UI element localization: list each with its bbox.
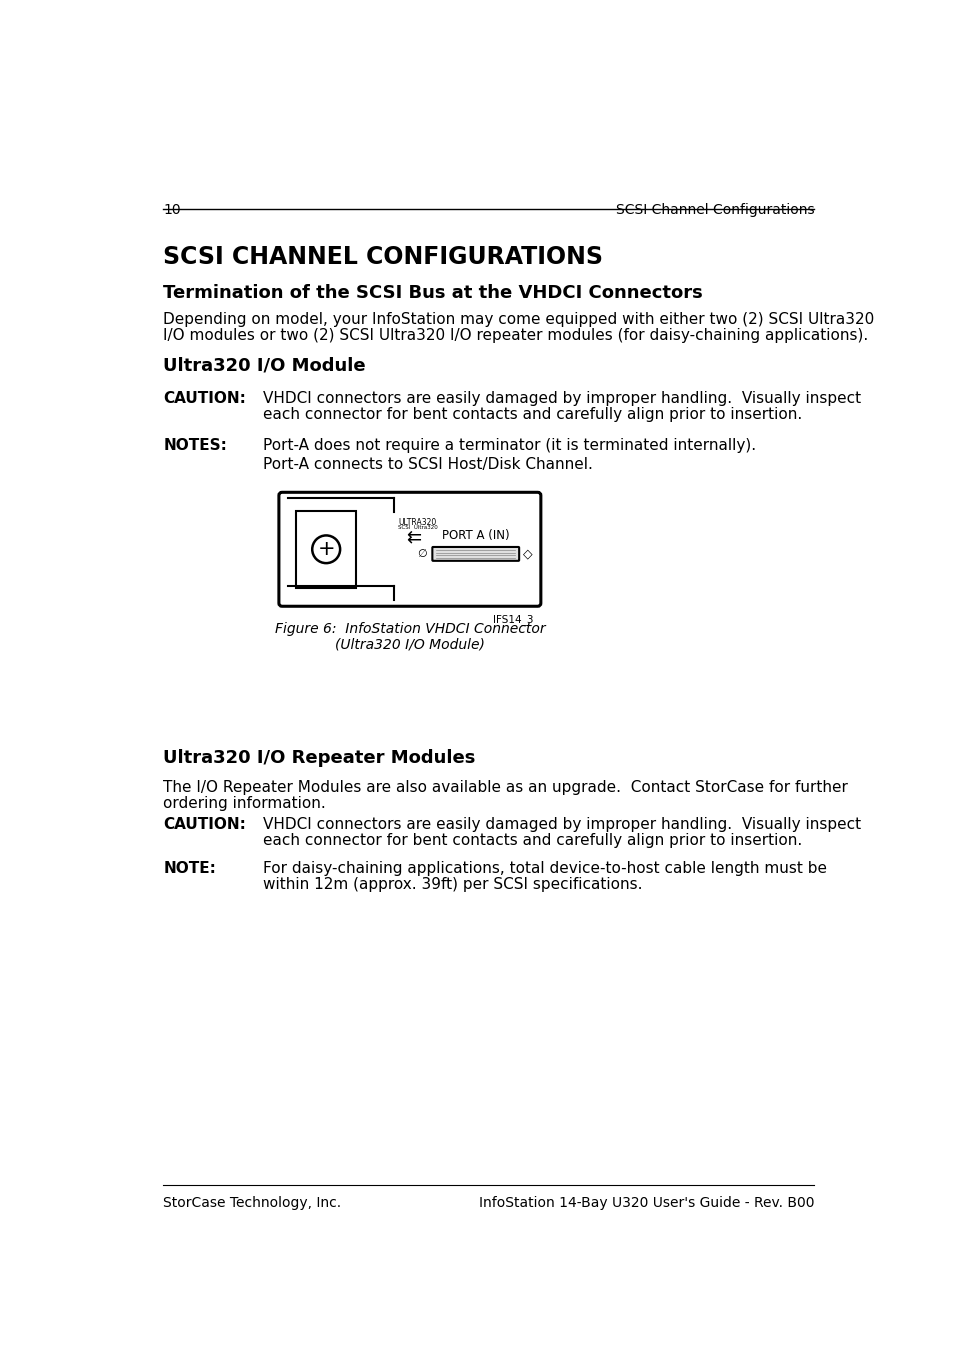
Text: ULTRA320: ULTRA320 (398, 519, 436, 527)
Text: ordering information.: ordering information. (163, 795, 326, 810)
FancyBboxPatch shape (278, 493, 540, 606)
Text: Ultra320 I/O Repeater Modules: Ultra320 I/O Repeater Modules (163, 749, 476, 768)
Text: NOTES:: NOTES: (163, 438, 227, 453)
Text: +: + (317, 539, 335, 560)
Text: SCSI  Ultra320: SCSI Ultra320 (397, 526, 437, 530)
Text: Port-A connects to SCSI Host/Disk Channel.: Port-A connects to SCSI Host/Disk Channe… (262, 457, 592, 472)
Text: ∅: ∅ (417, 549, 427, 559)
Text: StorCase Technology, Inc.: StorCase Technology, Inc. (163, 1197, 341, 1210)
Text: ⇇: ⇇ (406, 528, 421, 546)
Text: each connector for bent contacts and carefully align prior to insertion.: each connector for bent contacts and car… (262, 832, 801, 847)
Text: each connector for bent contacts and carefully align prior to insertion.: each connector for bent contacts and car… (262, 407, 801, 422)
Text: PORT A (IN): PORT A (IN) (441, 528, 509, 542)
Text: Termination of the SCSI Bus at the VHDCI Connectors: Termination of the SCSI Bus at the VHDCI… (163, 283, 702, 301)
Text: InfoStation 14-Bay U320 User's Guide - Rev. B00: InfoStation 14-Bay U320 User's Guide - R… (478, 1197, 814, 1210)
Text: within 12m (approx. 39ft) per SCSI specifications.: within 12m (approx. 39ft) per SCSI speci… (262, 876, 641, 891)
Text: The I/O Repeater Modules are also available as an upgrade.  Contact StorCase for: The I/O Repeater Modules are also availa… (163, 780, 847, 795)
Text: Depending on model, your InfoStation may come equipped with either two (2) SCSI : Depending on model, your InfoStation may… (163, 312, 874, 327)
Text: 10: 10 (163, 203, 181, 216)
Text: For daisy-chaining applications, total device-to-host cable length must be: For daisy-chaining applications, total d… (262, 861, 825, 876)
Text: (Ultra320 I/O Module): (Ultra320 I/O Module) (335, 638, 484, 652)
Text: ◇: ◇ (522, 548, 532, 560)
Text: Figure 6:  InfoStation VHDCI Connector: Figure 6: InfoStation VHDCI Connector (274, 623, 544, 637)
Text: SCSI CHANNEL CONFIGURATIONS: SCSI CHANNEL CONFIGURATIONS (163, 245, 603, 270)
Text: VHDCI connectors are easily damaged by improper handling.  Visually inspect: VHDCI connectors are easily damaged by i… (262, 392, 860, 407)
Text: CAUTION:: CAUTION: (163, 392, 246, 407)
Text: VHDCI connectors are easily damaged by improper handling.  Visually inspect: VHDCI connectors are easily damaged by i… (262, 817, 860, 832)
FancyBboxPatch shape (432, 548, 518, 561)
Text: IFS14_3: IFS14_3 (493, 613, 534, 624)
Text: CAUTION:: CAUTION: (163, 817, 246, 832)
Text: Ultra320 I/O Module: Ultra320 I/O Module (163, 357, 366, 375)
Text: SCSI Channel Configurations: SCSI Channel Configurations (615, 203, 814, 216)
Bar (295, 511, 356, 587)
Text: Port-A does not require a terminator (it is terminated internally).: Port-A does not require a terminator (it… (262, 438, 755, 453)
Text: I/O modules or two (2) SCSI Ultra320 I/O repeater modules (for daisy-chaining ap: I/O modules or two (2) SCSI Ultra320 I/O… (163, 327, 868, 342)
Text: NOTE:: NOTE: (163, 861, 216, 876)
